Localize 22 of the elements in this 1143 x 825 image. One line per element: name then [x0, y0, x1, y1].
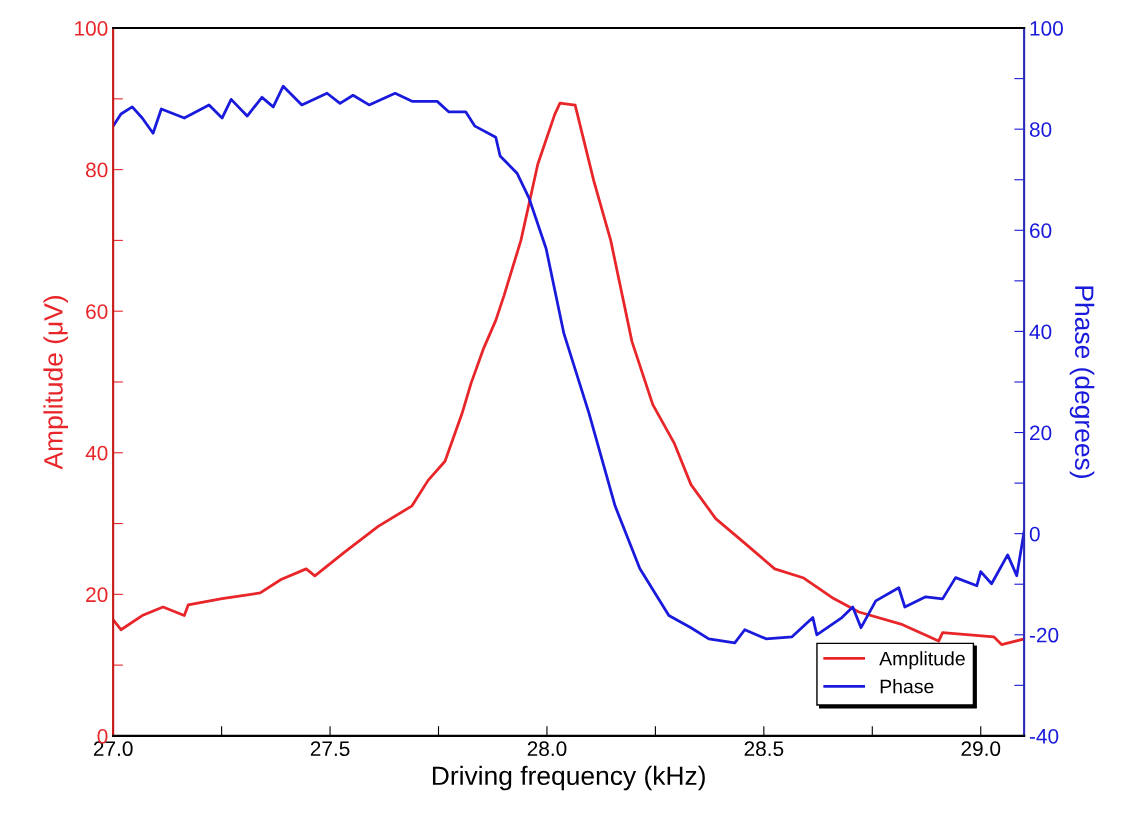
y-tick-label: 80 [86, 162, 108, 178]
x-tick-label: 28.0 [527, 741, 567, 757]
x-tick-label: 28.5 [744, 741, 784, 757]
y2-axis-title: Phase (degrees) [1069, 286, 1095, 478]
x-tick-label: 27.5 [310, 741, 350, 757]
legend-label: Amplitude [879, 651, 965, 670]
y2-tick-label: -40 [1029, 728, 1059, 744]
y2-tick-label: -20 [1029, 627, 1059, 643]
y2-tick-label: 20 [1030, 425, 1052, 441]
x-tick-label: 29.0 [961, 741, 1001, 757]
y-axis-title: Amplitude (μV) [43, 296, 68, 470]
y-tick-label: 100 [75, 21, 108, 36]
y-tick-label: 20 [86, 587, 108, 603]
y-tick-label: 60 [86, 304, 108, 319]
y2-tick-label: 40 [1029, 324, 1052, 340]
y-tick-label: 40 [85, 445, 108, 461]
y2-tick-label: 60 [1030, 223, 1052, 239]
y2-tick-label: 0 [1029, 526, 1040, 542]
legend-label: Phase [880, 679, 934, 694]
x-axis-title: Driving frequency (kHz) [432, 765, 705, 791]
y2-tick-label: 80 [1029, 122, 1052, 137]
y2-tick-label: 100 [1030, 21, 1063, 36]
